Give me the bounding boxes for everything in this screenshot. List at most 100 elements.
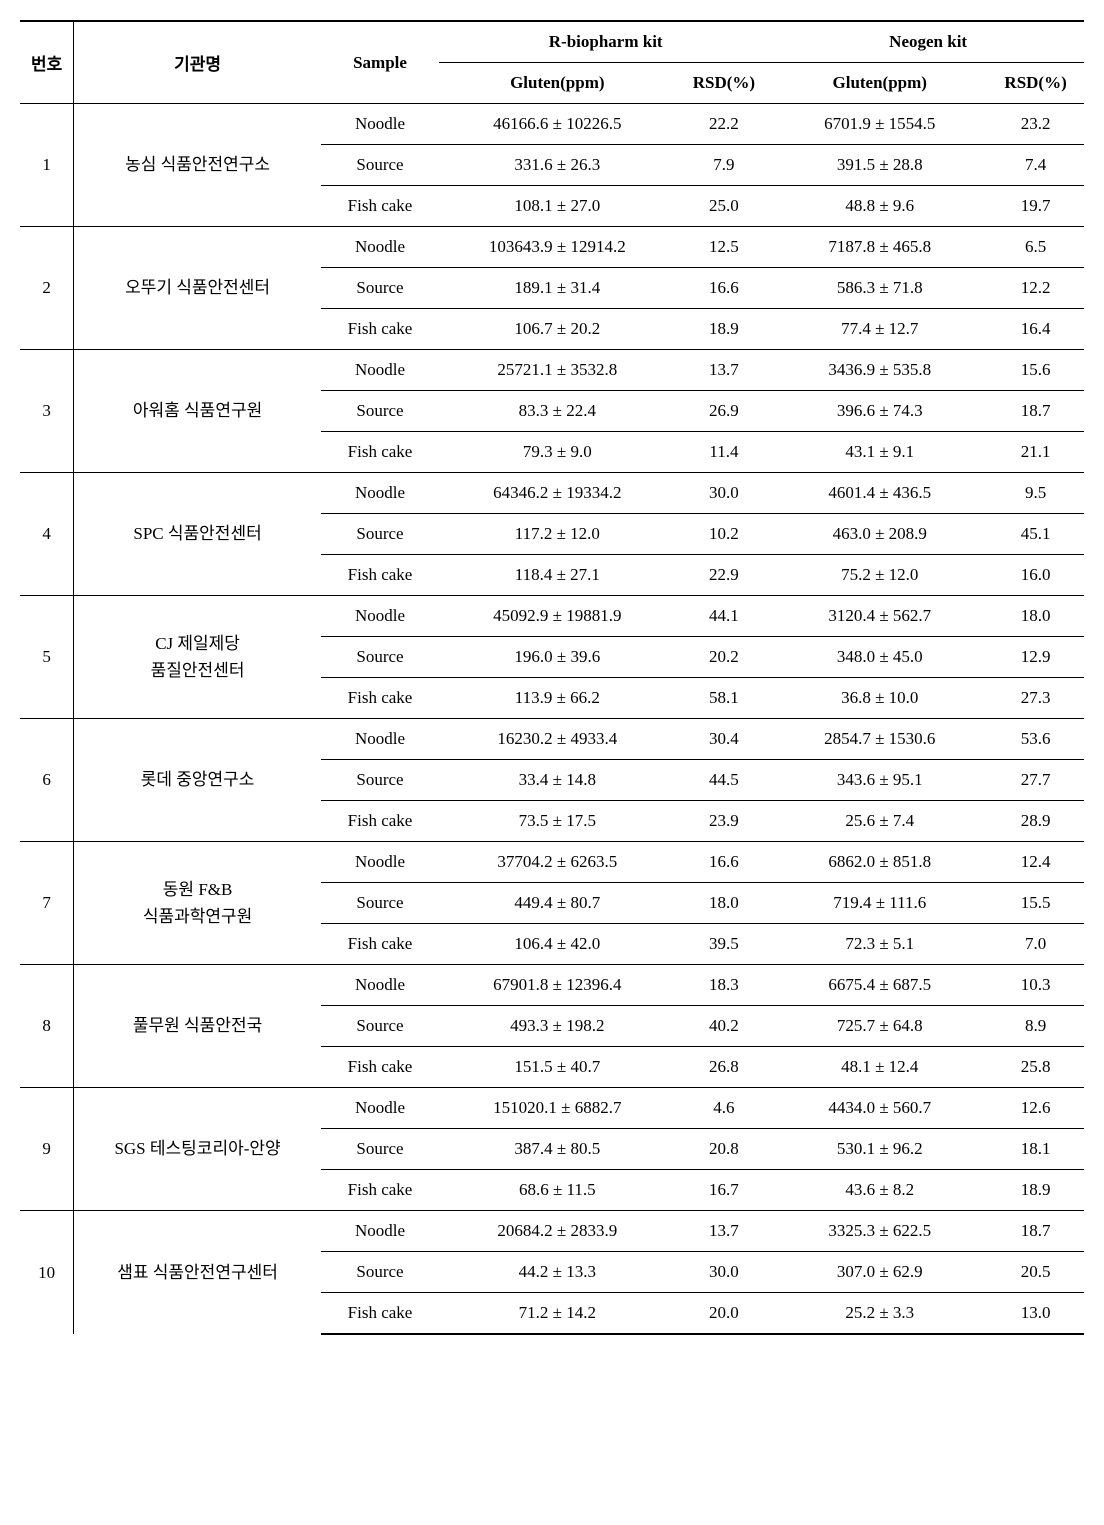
cell-gluten1: 106.4 ± 42.0 xyxy=(439,924,675,965)
cell-sample: Source xyxy=(321,1129,439,1170)
cell-no: 8 xyxy=(20,965,74,1088)
cell-rsd1: 44.1 xyxy=(676,596,773,637)
cell-rsd1: 4.6 xyxy=(676,1088,773,1129)
cell-rsd1: 25.0 xyxy=(676,186,773,227)
cell-rsd1: 18.3 xyxy=(676,965,773,1006)
cell-rsd2: 7.4 xyxy=(987,145,1084,186)
cell-rsd1: 30.4 xyxy=(676,719,773,760)
cell-gluten2: 719.4 ± 111.6 xyxy=(772,883,987,924)
cell-gluten1: 73.5 ± 17.5 xyxy=(439,801,675,842)
header-rsd2: RSD(%) xyxy=(987,63,1084,104)
cell-gluten1: 16230.2 ± 4933.4 xyxy=(439,719,675,760)
table-row: 9SGS 테스팅코리아-안양Noodle151020.1 ± 6882.74.6… xyxy=(20,1088,1084,1129)
cell-rsd2: 12.6 xyxy=(987,1088,1084,1129)
cell-rsd2: 25.8 xyxy=(987,1047,1084,1088)
cell-rsd2: 8.9 xyxy=(987,1006,1084,1047)
cell-gluten2: 4434.0 ± 560.7 xyxy=(772,1088,987,1129)
cell-gluten2: 307.0 ± 62.9 xyxy=(772,1252,987,1293)
cell-gluten1: 67901.8 ± 12396.4 xyxy=(439,965,675,1006)
cell-gluten2: 3436.9 ± 535.8 xyxy=(772,350,987,391)
cell-rsd2: 27.7 xyxy=(987,760,1084,801)
cell-rsd2: 12.4 xyxy=(987,842,1084,883)
cell-gluten2: 396.6 ± 74.3 xyxy=(772,391,987,432)
cell-rsd1: 30.0 xyxy=(676,1252,773,1293)
cell-sample: Source xyxy=(321,268,439,309)
cell-no: 4 xyxy=(20,473,74,596)
cell-gluten1: 387.4 ± 80.5 xyxy=(439,1129,675,1170)
header-sample: Sample xyxy=(321,21,439,104)
cell-rsd1: 44.5 xyxy=(676,760,773,801)
cell-sample: Fish cake xyxy=(321,555,439,596)
cell-gluten2: 725.7 ± 64.8 xyxy=(772,1006,987,1047)
header-gluten2: Gluten(ppm) xyxy=(772,63,987,104)
cell-sample: Noodle xyxy=(321,965,439,1006)
cell-gluten1: 37704.2 ± 6263.5 xyxy=(439,842,675,883)
cell-rsd2: 27.3 xyxy=(987,678,1084,719)
cell-gluten1: 71.2 ± 14.2 xyxy=(439,1293,675,1335)
header-org: 기관명 xyxy=(74,21,321,104)
cell-rsd2: 18.1 xyxy=(987,1129,1084,1170)
header-gluten1: Gluten(ppm) xyxy=(439,63,675,104)
cell-gluten2: 2854.7 ± 1530.6 xyxy=(772,719,987,760)
cell-no: 7 xyxy=(20,842,74,965)
header-rsd1: RSD(%) xyxy=(676,63,773,104)
cell-gluten2: 36.8 ± 10.0 xyxy=(772,678,987,719)
cell-rsd2: 12.9 xyxy=(987,637,1084,678)
cell-gluten2: 348.0 ± 45.0 xyxy=(772,637,987,678)
cell-gluten1: 79.3 ± 9.0 xyxy=(439,432,675,473)
header-kit1: R-biopharm kit xyxy=(439,21,772,63)
cell-gluten1: 45092.9 ± 19881.9 xyxy=(439,596,675,637)
cell-sample: Noodle xyxy=(321,227,439,268)
cell-rsd1: 16.6 xyxy=(676,842,773,883)
cell-gluten1: 331.6 ± 26.3 xyxy=(439,145,675,186)
cell-rsd2: 16.4 xyxy=(987,309,1084,350)
cell-gluten2: 530.1 ± 96.2 xyxy=(772,1129,987,1170)
cell-sample: Source xyxy=(321,514,439,555)
cell-gluten1: 493.3 ± 198.2 xyxy=(439,1006,675,1047)
cell-sample: Noodle xyxy=(321,104,439,145)
cell-no: 3 xyxy=(20,350,74,473)
cell-no: 6 xyxy=(20,719,74,842)
cell-rsd2: 9.5 xyxy=(987,473,1084,514)
cell-gluten2: 4601.4 ± 436.5 xyxy=(772,473,987,514)
table-row: 8풀무원 식품안전국Noodle67901.8 ± 12396.418.3667… xyxy=(20,965,1084,1006)
cell-rsd2: 18.0 xyxy=(987,596,1084,637)
cell-rsd2: 15.6 xyxy=(987,350,1084,391)
header-no: 번호 xyxy=(20,21,74,104)
cell-gluten1: 108.1 ± 27.0 xyxy=(439,186,675,227)
cell-rsd2: 45.1 xyxy=(987,514,1084,555)
cell-rsd2: 16.0 xyxy=(987,555,1084,596)
cell-gluten1: 449.4 ± 80.7 xyxy=(439,883,675,924)
cell-gluten1: 25721.1 ± 3532.8 xyxy=(439,350,675,391)
cell-rsd2: 13.0 xyxy=(987,1293,1084,1335)
cell-rsd1: 39.5 xyxy=(676,924,773,965)
cell-sample: Noodle xyxy=(321,596,439,637)
cell-gluten1: 83.3 ± 22.4 xyxy=(439,391,675,432)
cell-gluten2: 25.2 ± 3.3 xyxy=(772,1293,987,1335)
cell-sample: Noodle xyxy=(321,842,439,883)
cell-sample: Noodle xyxy=(321,1088,439,1129)
cell-rsd1: 20.2 xyxy=(676,637,773,678)
cell-rsd2: 21.1 xyxy=(987,432,1084,473)
cell-rsd1: 22.2 xyxy=(676,104,773,145)
cell-rsd1: 13.7 xyxy=(676,1211,773,1252)
cell-sample: Source xyxy=(321,391,439,432)
cell-rsd1: 16.7 xyxy=(676,1170,773,1211)
cell-org: CJ 제일제당품질안전센터 xyxy=(74,596,321,719)
table-body: 1농심 식품안전연구소Noodle46166.6 ± 10226.522.267… xyxy=(20,104,1084,1335)
cell-sample: Fish cake xyxy=(321,186,439,227)
cell-org: 농심 식품안전연구소 xyxy=(74,104,321,227)
cell-gluten2: 25.6 ± 7.4 xyxy=(772,801,987,842)
cell-gluten2: 343.6 ± 95.1 xyxy=(772,760,987,801)
cell-rsd2: 6.5 xyxy=(987,227,1084,268)
table-row: 4SPC 식품안전센터Noodle64346.2 ± 19334.230.046… xyxy=(20,473,1084,514)
cell-rsd2: 20.5 xyxy=(987,1252,1084,1293)
cell-no: 1 xyxy=(20,104,74,227)
cell-sample: Noodle xyxy=(321,350,439,391)
cell-rsd1: 16.6 xyxy=(676,268,773,309)
cell-gluten2: 43.1 ± 9.1 xyxy=(772,432,987,473)
cell-rsd1: 30.0 xyxy=(676,473,773,514)
cell-sample: Noodle xyxy=(321,719,439,760)
cell-gluten2: 43.6 ± 8.2 xyxy=(772,1170,987,1211)
cell-sample: Fish cake xyxy=(321,1170,439,1211)
